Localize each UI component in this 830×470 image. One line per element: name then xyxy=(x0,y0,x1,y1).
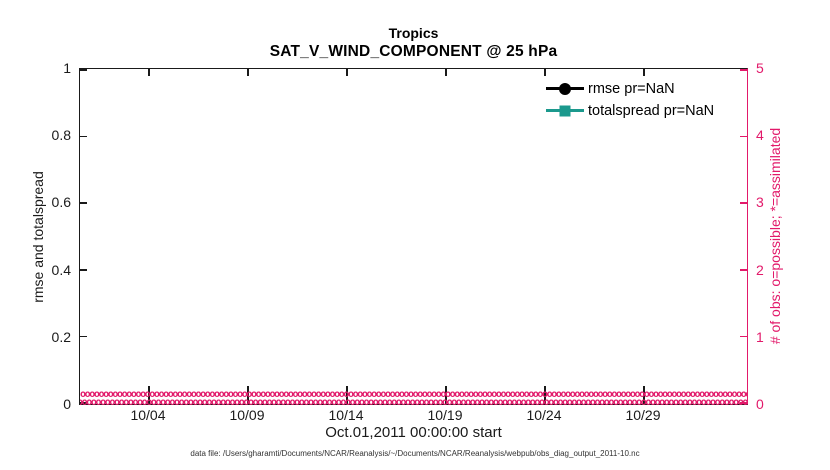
tick-mark xyxy=(740,269,747,271)
tick-mark xyxy=(148,386,150,404)
tick-mark xyxy=(544,386,546,404)
left-ytick-label: 0.6 xyxy=(51,194,71,211)
tick-mark xyxy=(80,335,87,338)
right-y-tick-labels: 5 4 3 2 1 0 xyxy=(756,60,796,413)
legend: rmse pr=NaN totalspread pr=NaN xyxy=(546,80,714,119)
right-ytick-label: 1 xyxy=(756,328,764,345)
right-ytick-label: 4 xyxy=(756,127,764,144)
tick-mark xyxy=(247,386,249,404)
right-ytick-label: 2 xyxy=(756,261,764,278)
right-ytick-label: 0 xyxy=(756,395,764,412)
tick-mark xyxy=(445,386,447,404)
right-ytick-label: 3 xyxy=(756,194,764,211)
obs-possible-markers: oooooooooooooooooooooooooooooooooooooooo… xyxy=(80,391,747,400)
tick-mark xyxy=(346,69,348,76)
left-axis-tick-marks xyxy=(80,69,87,404)
data-file-path: data file: /Users/gharamti/Documents/NCA… xyxy=(190,449,640,458)
plot-subtitle: SAT_V_WIND_COMPONENT @ 25 hPa xyxy=(269,43,558,60)
xtick-label: 10/29 xyxy=(625,407,661,423)
tick-mark xyxy=(740,69,747,71)
bottom-axis-tick-marks xyxy=(148,386,645,404)
xtick-label: 10/19 xyxy=(427,407,463,423)
x-tick-labels: 10/04 10/09 10/14 10/19 10/24 10/29 xyxy=(123,407,668,423)
rmse-line-sample xyxy=(546,82,584,95)
rmse-circle-marker-icon xyxy=(559,82,571,95)
tick-mark xyxy=(643,69,645,76)
totalspread-line-sample xyxy=(546,105,584,116)
legend-entry-totalspread: totalspread pr=NaN xyxy=(546,102,714,119)
left-ytick-label: 0.4 xyxy=(51,261,71,278)
obs-count-marker-band: oooooooooooooooooooooooooooooooooooooooo… xyxy=(80,391,747,407)
tick-mark xyxy=(148,69,150,76)
plot-area: oooooooooooooooooooooooooooooooooooooooo… xyxy=(79,68,748,407)
tick-mark xyxy=(80,135,87,138)
tick-mark xyxy=(740,335,747,338)
legend-label-rmse: rmse pr=NaN xyxy=(588,80,675,97)
xtick-label: 10/04 xyxy=(130,407,166,423)
tick-mark xyxy=(643,386,645,404)
x-axis-label: Oct.01,2011 00:00:00 start xyxy=(325,424,502,441)
left-y-tick-labels: 1 0.8 0.6 0.4 0.2 0 xyxy=(0,60,71,413)
plot-title: Tropics xyxy=(388,25,439,41)
legend-entry-rmse: rmse pr=NaN xyxy=(546,80,714,97)
xtick-label: 10/09 xyxy=(229,407,265,423)
left-ytick-label: 0 xyxy=(63,395,71,412)
tick-mark xyxy=(80,69,87,71)
tick-mark xyxy=(544,69,546,76)
tick-mark xyxy=(740,202,747,204)
right-ytick-label: 5 xyxy=(756,60,764,76)
tick-mark xyxy=(740,402,747,404)
tick-mark xyxy=(80,269,87,271)
tick-mark xyxy=(80,402,87,404)
tick-mark xyxy=(445,69,447,76)
left-ytick-label: 0.8 xyxy=(51,127,71,144)
obs-assimilated-markers: oooooooooooooooooooooooooooooooooooooooo… xyxy=(80,397,747,408)
right-axis-tick-marks xyxy=(740,69,747,404)
left-ytick-label: 1 xyxy=(63,60,71,76)
xtick-label: 10/14 xyxy=(328,407,364,423)
left-ytick-label: 0.2 xyxy=(51,328,71,345)
tick-mark xyxy=(740,135,747,138)
totalspread-square-marker-icon xyxy=(559,105,571,116)
tick-mark xyxy=(80,202,87,204)
tick-mark xyxy=(247,69,249,76)
xtick-label: 10/24 xyxy=(526,407,562,423)
tick-mark xyxy=(346,386,348,404)
legend-label-totalspread: totalspread pr=NaN xyxy=(588,102,715,119)
top-axis-tick-marks xyxy=(148,69,645,76)
